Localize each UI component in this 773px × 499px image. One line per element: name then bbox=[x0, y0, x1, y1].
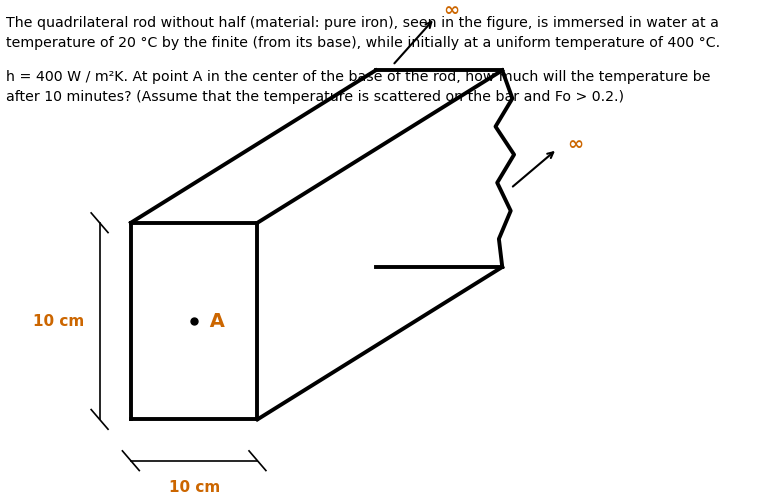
Text: A: A bbox=[203, 311, 224, 330]
Text: temperature of 20 °C by the finite (from its base), while initially at a uniform: temperature of 20 °C by the finite (from… bbox=[6, 36, 720, 50]
Text: h = 400 W / m²K. At point A in the center of the base of the rod, how much will : h = 400 W / m²K. At point A in the cente… bbox=[6, 70, 710, 84]
Text: ∞: ∞ bbox=[567, 135, 584, 154]
Text: The quadrilateral rod without half (material: pure iron), seen in the figure, is: The quadrilateral rod without half (mate… bbox=[6, 16, 719, 30]
Text: 10 cm: 10 cm bbox=[33, 313, 85, 328]
Text: 10 cm: 10 cm bbox=[169, 481, 220, 496]
Text: after 10 minutes? (Assume that the temperature is scattered on the bar and Fo > : after 10 minutes? (Assume that the tempe… bbox=[6, 90, 624, 104]
Text: ∞: ∞ bbox=[444, 1, 460, 20]
